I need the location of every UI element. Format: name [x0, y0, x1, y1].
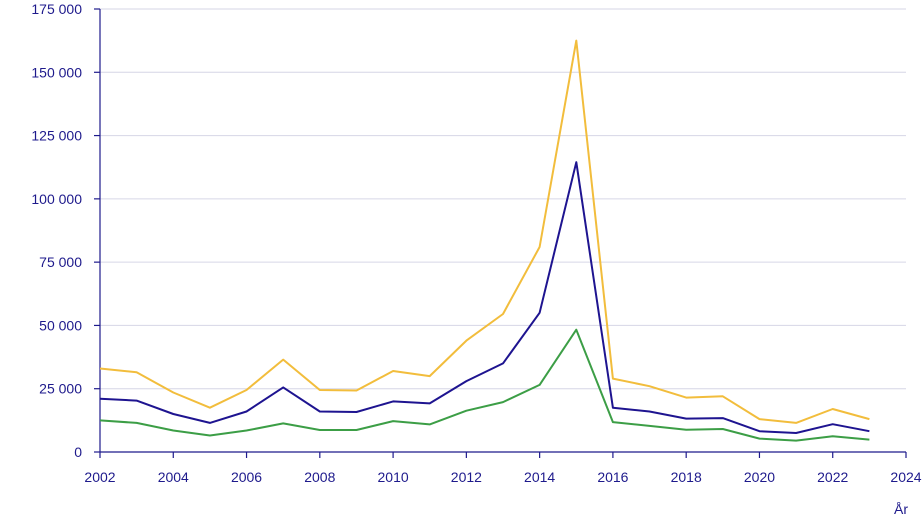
y-tick-label: 50 000: [39, 317, 82, 333]
y-axis-ticks: 0 25 000 50 000 75 000 100 000 125 000 150 000…: [31, 1, 100, 460]
x-tick-label: 2020: [744, 469, 775, 485]
y-tick-label: 0: [74, 444, 82, 460]
y-tick-label: 100 000: [31, 191, 82, 207]
y-tick-label: 150 000: [31, 64, 82, 80]
x-tick-label: 2016: [597, 469, 628, 485]
series-line-3: [99, 328, 870, 442]
x-tick-label: 2024: [890, 469, 921, 485]
gridlines: [100, 8, 906, 390]
x-tick-label: 2022: [817, 469, 848, 485]
x-tick-label: 2010: [378, 469, 409, 485]
x-tick-label: 2002: [84, 469, 115, 485]
x-tick-label: 2014: [524, 469, 555, 485]
y-tick-label: 25 000: [39, 381, 82, 397]
y-tick-label: 75 000: [39, 254, 82, 270]
x-tick-label: 2008: [304, 469, 335, 485]
series-lines: [99, 39, 870, 442]
x-tick-label: 2006: [231, 469, 262, 485]
series-line-1: [99, 39, 870, 424]
x-axis-ticks: 2002 2004 2006 2008 2010 2012 2014 2016 2018 2020…: [84, 452, 922, 485]
x-tick-label: 2012: [451, 469, 482, 485]
y-tick-label: 175 000: [31, 1, 82, 17]
x-axis-label: År: [894, 501, 908, 517]
y-tick-label: 125 000: [31, 128, 82, 144]
x-tick-label: 2018: [671, 469, 702, 485]
series-line-2: [99, 161, 870, 434]
x-tick-label: 2004: [158, 469, 189, 485]
